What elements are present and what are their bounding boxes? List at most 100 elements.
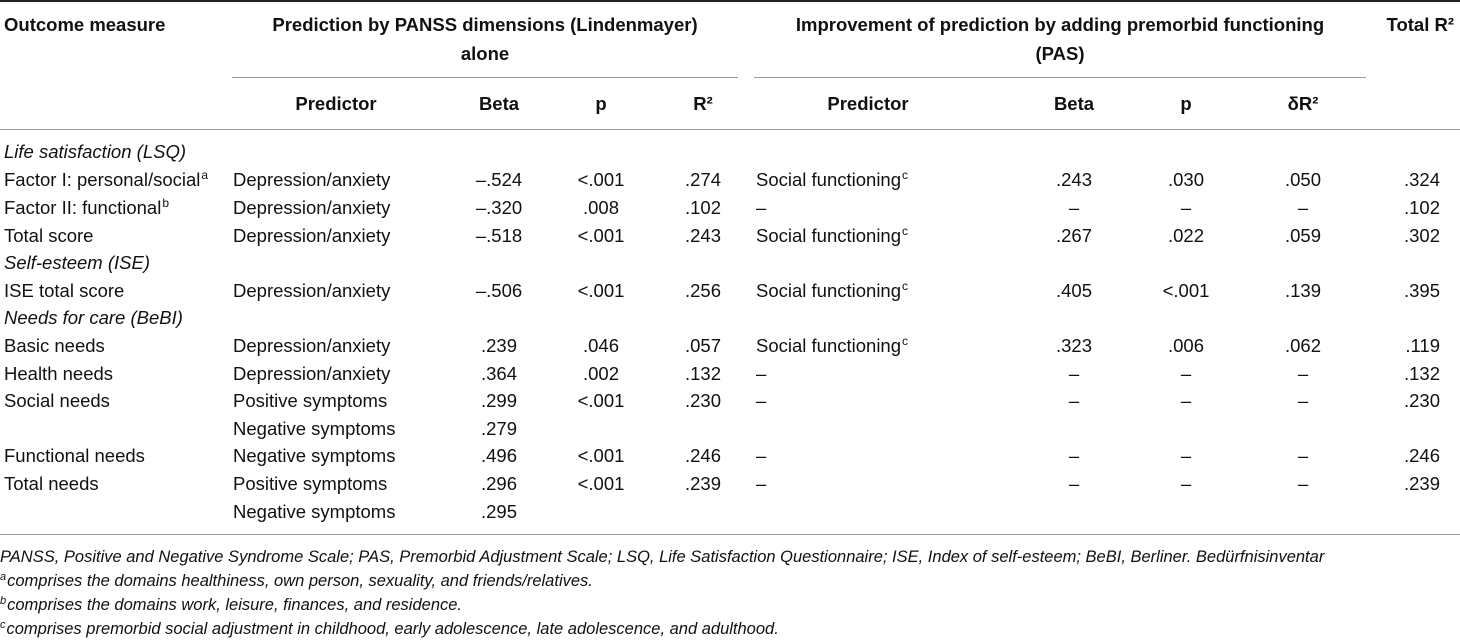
- header-total-r2: Total R²: [1386, 14, 1454, 35]
- cell-r2: .256: [685, 280, 721, 302]
- header-beta: Beta: [478, 93, 520, 114]
- header-bottom-rule: [0, 129, 1460, 130]
- cell-total-r2: .230: [1404, 390, 1440, 412]
- cell-outcome-text: Total score: [4, 225, 94, 246]
- cell-predictor-text: Negative symptoms: [233, 445, 396, 466]
- cell-predictor: Negative symptoms: [233, 445, 395, 467]
- cell-beta: .239: [481, 335, 517, 357]
- cell-predictor: Positive symptoms: [233, 390, 387, 412]
- cell-total-r2-text: .132: [1403, 363, 1440, 384]
- cell-p-pas-text: .006: [1167, 335, 1205, 356]
- cell-p-pas: –: [1181, 473, 1191, 495]
- footnote-a-mark: a: [0, 571, 7, 583]
- cell-beta-pas-text: –: [1068, 363, 1080, 384]
- cell-predictor: Depression/anxiety: [233, 169, 390, 191]
- cell-predictor-pas-text: –: [756, 363, 767, 384]
- cell-total-r2: .324: [1404, 169, 1440, 191]
- cell-total-r2-text: .102: [1403, 197, 1440, 218]
- footnote-a-text: comprises the domains healthiness, own p…: [7, 572, 593, 590]
- header-predictor: Predictor: [295, 93, 377, 114]
- cell-beta-pas: –: [1069, 445, 1079, 467]
- cell-delta-r2: .050: [1285, 169, 1321, 191]
- cell-p-pas-text: –: [1180, 363, 1192, 384]
- cell-r2-text: .102: [684, 197, 722, 218]
- cell-predictor: Negative symptoms: [233, 501, 395, 523]
- cell-r2: .102: [685, 197, 721, 219]
- cell-p: <.001: [578, 169, 625, 191]
- cell-beta-text: –.506: [475, 280, 523, 301]
- cell-beta: .496: [481, 445, 517, 467]
- header-group-panss-line1: Prediction by PANSS dimensions (Lindenma…: [272, 14, 698, 35]
- cell-p: <.001: [578, 280, 625, 302]
- cell-beta: –.506: [476, 280, 522, 302]
- cell-outcome-text: Health needs: [4, 363, 114, 384]
- cell-p: <.001: [578, 445, 625, 467]
- cell-delta-r2: –: [1298, 390, 1308, 412]
- cell-delta-r2-text: –: [1297, 390, 1309, 411]
- cell-p-pas: .030: [1168, 169, 1204, 191]
- footnote-marker: b: [162, 196, 170, 210]
- cell-p-pas-text: –: [1180, 197, 1192, 218]
- cell-total-r2-text: .230: [1403, 390, 1440, 411]
- cell-p-pas: –: [1181, 363, 1191, 385]
- cell-predictor-pas-text: Social functioning: [756, 225, 902, 246]
- cell-beta-text: .496: [480, 445, 518, 466]
- header-group-panss-line2: alone: [460, 43, 510, 64]
- cell-p-pas: <.001: [1163, 280, 1210, 302]
- header-group-pas-line2: (PAS): [1035, 43, 1085, 64]
- footnote-marker: c: [902, 334, 909, 348]
- cell-r2-text: .132: [684, 363, 722, 384]
- cell-r2-text: .239: [684, 473, 722, 494]
- cell-r2-text: .246: [684, 445, 722, 466]
- cell-delta-r2-text: .050: [1284, 169, 1322, 190]
- cell-outcome-text: Factor II: functional: [4, 197, 162, 218]
- cell-delta-r2-text: –: [1297, 363, 1309, 384]
- cell-predictor: Negative symptoms: [233, 418, 395, 440]
- cell-predictor-text: Depression/anxiety: [233, 363, 391, 384]
- cell-p-pas: –: [1181, 445, 1191, 467]
- cell-r2: .243: [685, 225, 721, 247]
- cell-r2: .230: [685, 390, 721, 412]
- cell-p-text: .046: [582, 335, 620, 356]
- cell-total-r2: .102: [1404, 197, 1440, 219]
- cell-delta-r2-text: –: [1297, 473, 1309, 494]
- cell-delta-r2: –: [1298, 363, 1308, 385]
- cell-delta-r2-text: –: [1297, 197, 1309, 218]
- cell-predictor-text: Depression/anxiety: [233, 280, 391, 301]
- cell-delta-r2-text: .059: [1284, 225, 1322, 246]
- cell-predictor-pas: –: [756, 390, 766, 412]
- cell-outcome: Total needs: [4, 473, 99, 495]
- cell-beta-pas: –: [1069, 390, 1079, 412]
- header-p: p: [595, 93, 607, 114]
- footnote-marker: a: [201, 168, 209, 182]
- cell-predictor-pas-text: –: [756, 445, 767, 466]
- cell-p-text: <.001: [577, 390, 625, 411]
- cell-outcome-text: Basic needs: [4, 335, 105, 356]
- cell-beta-text: .299: [480, 390, 518, 411]
- cell-outcome-text: Functional needs: [4, 445, 145, 466]
- table-footnotes: PANSS, Positive and Negative Syndrome Sc…: [0, 545, 1324, 641]
- cell-p: .002: [583, 363, 619, 385]
- cell-outcome: ISE total score: [4, 280, 124, 302]
- cell-beta-pas-text: .323: [1055, 335, 1093, 356]
- cell-predictor-text: Positive symptoms: [233, 473, 388, 494]
- cell-outcome-text: Factor I: personal/social: [4, 169, 201, 190]
- footnote-marker: c: [902, 279, 909, 293]
- table-bottom-rule: [0, 534, 1460, 535]
- header-delta-r2: δR²: [1287, 93, 1319, 114]
- cell-beta-pas: .405: [1056, 280, 1092, 302]
- cell-beta: .295: [481, 501, 517, 523]
- cell-p-pas: –: [1181, 390, 1191, 412]
- cell-delta-r2-text: –: [1297, 445, 1309, 466]
- cell-r2-text: .230: [684, 390, 722, 411]
- footnote-abbreviations: PANSS, Positive and Negative Syndrome Sc…: [0, 548, 1325, 566]
- cell-total-r2: .119: [1405, 335, 1440, 357]
- section-life-satisfaction: Life satisfaction (LSQ): [4, 141, 186, 162]
- cell-p-text: <.001: [577, 445, 625, 466]
- cell-beta-text: .295: [480, 501, 518, 522]
- cell-predictor-pas-text: –: [756, 473, 767, 494]
- cell-outcome: Factor I: personal/sociala: [4, 168, 209, 191]
- cell-beta-pas-text: .267: [1055, 225, 1093, 246]
- cell-delta-r2: –: [1298, 473, 1308, 495]
- cell-p: .008: [583, 197, 619, 219]
